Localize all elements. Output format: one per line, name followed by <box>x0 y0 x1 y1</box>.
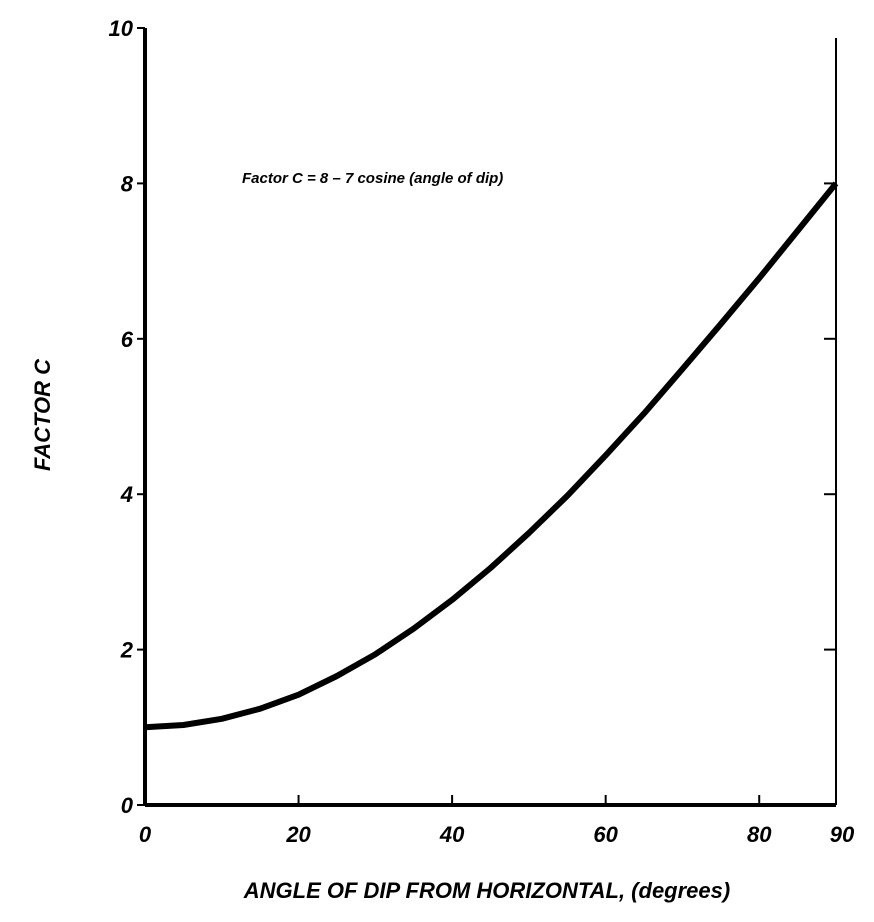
y-tick-label: 6 <box>121 327 134 352</box>
y-tick-label: 2 <box>120 638 134 663</box>
x-tick-label: 0 <box>139 822 152 847</box>
axes <box>143 28 837 807</box>
y-tick-label: 8 <box>121 171 134 196</box>
curve-factor-c <box>144 181 839 731</box>
annotation-formula: Factor C = 8 – 7 cosine (angle of dip) <box>242 170 503 187</box>
y-tick-label: 10 <box>109 16 134 41</box>
y-tick-label: 0 <box>121 793 134 818</box>
x-axis-label: ANGLE OF DIP FROM HORIZONTAL, (degrees) <box>243 878 730 903</box>
ticks: 0 2 4 6 8 10 0 20 40 60 80 90 <box>109 16 855 847</box>
x-tick-label: 80 <box>747 822 772 847</box>
x-tick-label: 60 <box>593 822 618 847</box>
x-tick-label: 40 <box>439 822 465 847</box>
data-marks <box>144 181 839 731</box>
x-tick-label: 20 <box>285 822 311 847</box>
x-tick-label: 90 <box>830 822 855 847</box>
y-tick-label: 4 <box>120 482 133 507</box>
y-axis-label: FACTOR C <box>30 358 55 471</box>
